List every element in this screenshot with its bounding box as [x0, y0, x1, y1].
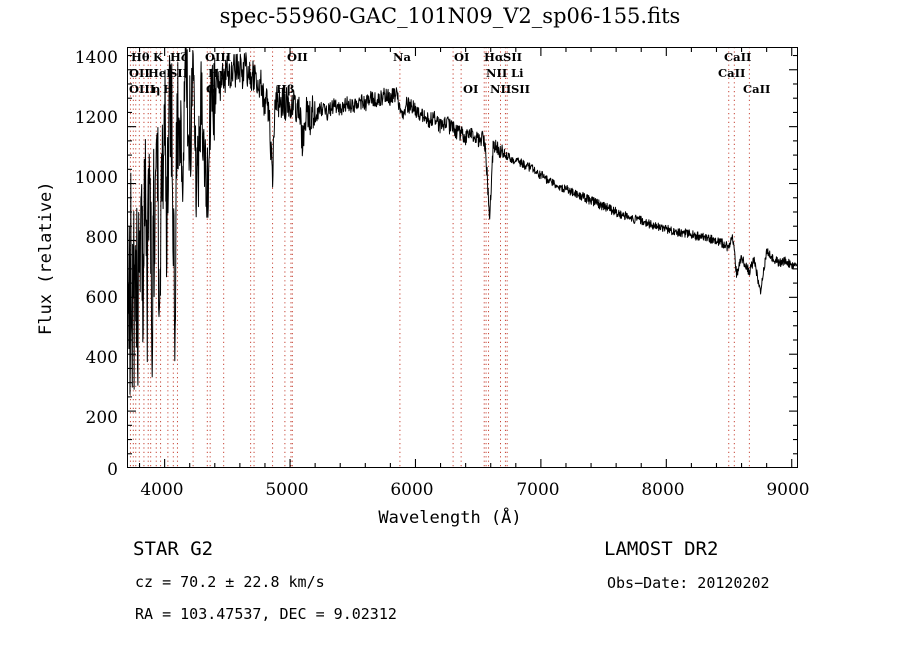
x-tick-label: 8000 — [641, 480, 685, 500]
y-tick-label: 800 — [85, 228, 118, 248]
y-tick-label: 1400 — [74, 48, 118, 68]
spectral-line-label: SII — [169, 66, 189, 80]
spectral-line-label: SII — [511, 82, 531, 96]
y-tick-label: 200 — [85, 408, 118, 428]
spectral-line-label: SII — [503, 50, 523, 64]
spectral-line-label: HeI — [148, 66, 172, 80]
coordinates: RA = 103.47537, DEC = 9.02312 — [135, 605, 397, 623]
x-tick-label: 6000 — [390, 480, 434, 500]
spectrum-trace — [127, 47, 798, 395]
spectral-line-label: NII — [486, 66, 508, 80]
spectral-line-label: OI — [463, 82, 479, 96]
spectral-line-label: Hθ — [131, 50, 150, 64]
plot-frame — [127, 47, 798, 468]
spectral-line-label: Hγ — [208, 66, 227, 80]
spectral-line-label: H — [163, 82, 174, 96]
x-tick-label: 4000 — [140, 480, 184, 500]
spectral-line-label: Na — [393, 50, 411, 64]
spectral-line-label: CaII — [743, 82, 771, 96]
y-tick-label: 1000 — [74, 168, 118, 188]
x-tick-label: 7000 — [516, 480, 560, 500]
spectral-line-label: CaII — [724, 50, 752, 64]
spectral-line-label: OII — [287, 50, 308, 64]
spectral-line-label: OIII — [129, 82, 156, 96]
y-tick-label: 600 — [85, 288, 118, 308]
obs-date: Obs−Date: 20120202 — [607, 574, 770, 592]
x-tick-label: 9000 — [766, 480, 810, 500]
spectral-line-label: Hβ — [276, 82, 295, 96]
y-axis-title: Flux (relative) — [36, 181, 56, 335]
spectral-line-label: G — [206, 82, 216, 96]
spectral-line-label: Hζ — [170, 50, 188, 64]
spectral-line-label: CaII — [718, 66, 746, 80]
object-class: STAR G2 — [133, 538, 214, 560]
y-tick-label: 1200 — [74, 108, 118, 128]
spectral-line-label: Hα — [484, 50, 504, 64]
spectral-line-label: K — [153, 50, 163, 64]
spectral-line-label: OI — [454, 50, 470, 64]
x-axis-title: Wavelength (Å) — [378, 508, 522, 528]
page-title: spec-55960-GAC_101N09_V2_sp06-155.fits — [219, 4, 681, 28]
plot-area — [127, 47, 798, 468]
spectral-line-label: NII — [490, 82, 512, 96]
spectral-line-label: OIII — [205, 50, 232, 64]
survey-label: LAMOST DR2 — [604, 538, 719, 560]
spectral-line-label: η — [152, 82, 161, 96]
spectral-line-label: OII — [129, 66, 150, 80]
x-tick-label: 5000 — [265, 480, 309, 500]
redshift-value: cz = 70.2 ± 22.8 km/s — [135, 573, 325, 591]
y-tick-label: 400 — [85, 348, 118, 368]
spectral-line-label: Li — [511, 66, 524, 80]
y-tick-label: 0 — [107, 460, 118, 480]
